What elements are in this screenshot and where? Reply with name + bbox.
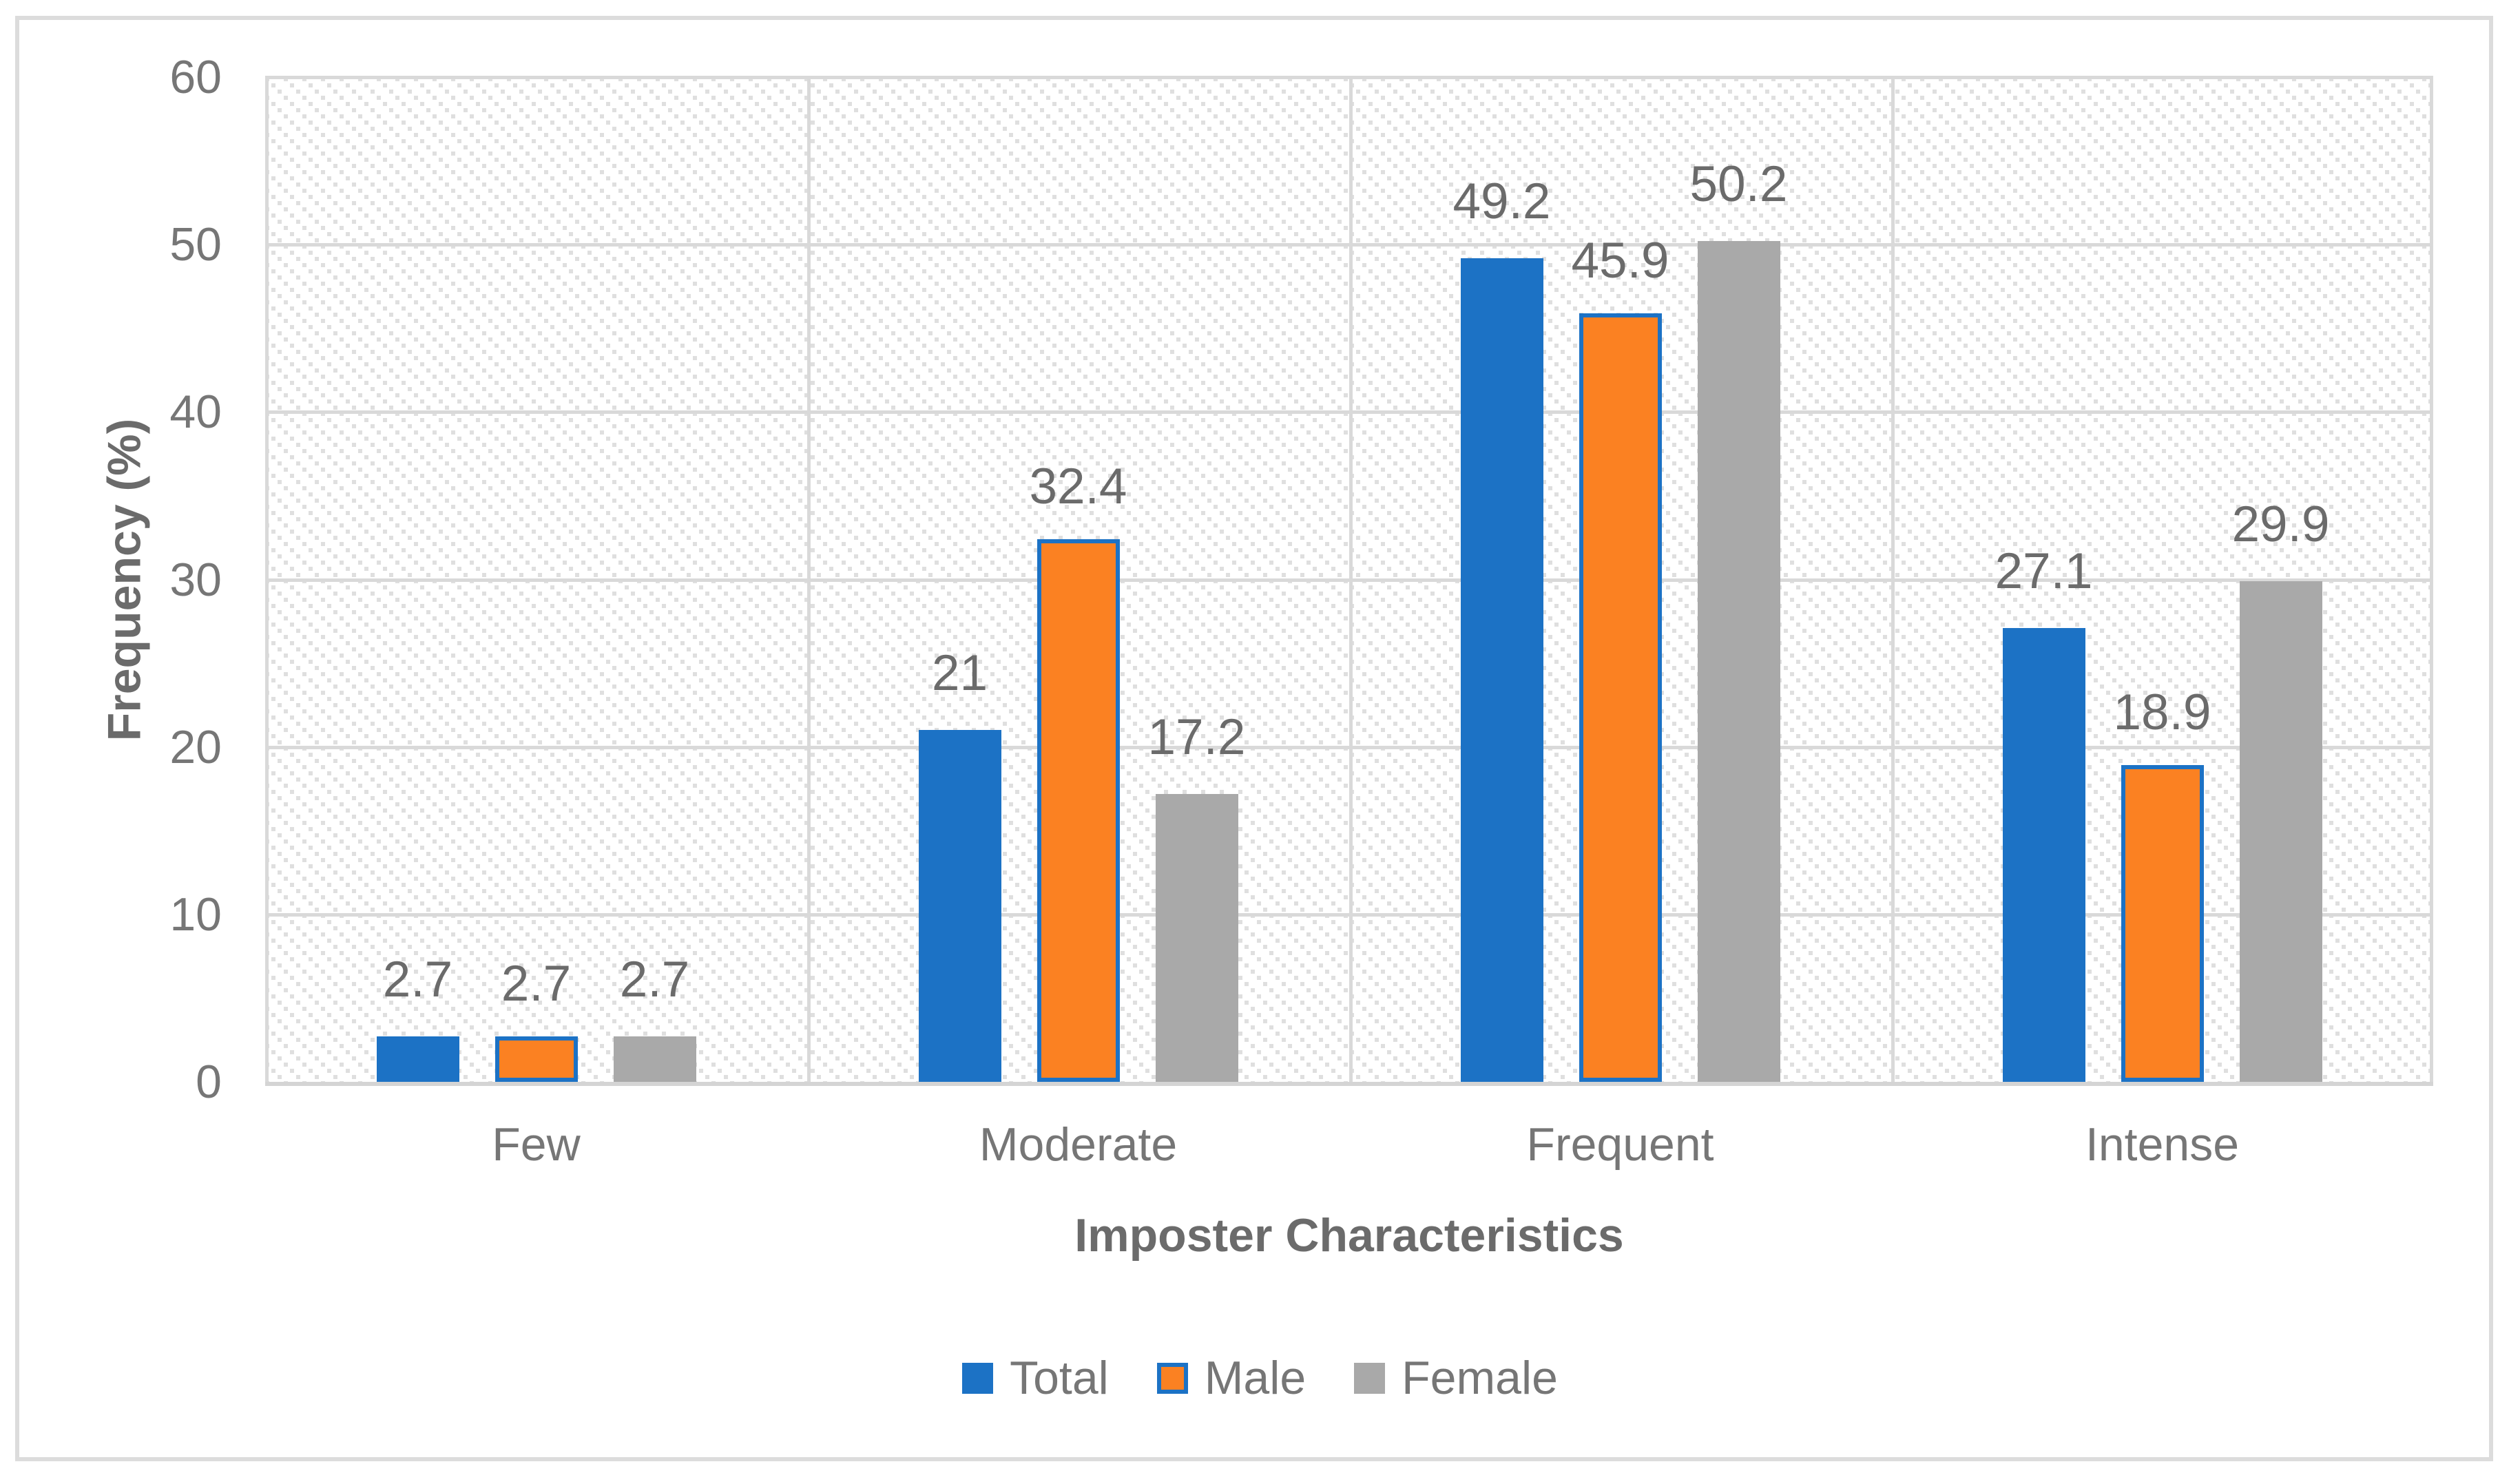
data-label: 17.2: [1147, 709, 1246, 765]
data-label: 45.9: [1571, 232, 1669, 289]
bar-female-intense: 29.9: [2231, 499, 2330, 1082]
category-label-frequent: Frequent: [1526, 1118, 1714, 1171]
bar-male-few: 2.7: [494, 959, 578, 1082]
y-tick-label-20: 20: [169, 720, 222, 773]
plot-area: 2.7 2.7 2.7 21 32.4 17.2 49.2 45.9 50.2 27.1 18.9 2…: [265, 76, 2433, 1086]
y-tick-label-40: 40: [169, 386, 222, 439]
bar-group-moderate: 21 32.4 17.2: [807, 77, 1349, 1082]
bar-female-moderate: 17.2: [1147, 712, 1246, 1082]
data-label: 50.2: [1689, 156, 1788, 213]
legend-swatch-male: [1156, 1362, 1188, 1394]
category-label-moderate: Moderate: [979, 1118, 1178, 1171]
data-label: 49.2: [1452, 173, 1551, 229]
bar-female-frequent: 50.2: [1689, 159, 1788, 1082]
bar-male-moderate: 32.4: [1029, 461, 1127, 1082]
gridline-vertical-4: [2430, 77, 2433, 1082]
data-label: 21: [931, 645, 988, 702]
y-tick-label-30: 30: [169, 553, 222, 606]
category-label-intense: Intense: [2085, 1118, 2240, 1171]
data-label: 18.9: [2113, 684, 2211, 741]
y-tick-label-0: 0: [196, 1056, 222, 1108]
bar-female-few: 2.7: [613, 954, 696, 1082]
data-label: 27.1: [1995, 543, 2093, 600]
data-label: 2.7: [382, 952, 453, 1008]
legend-item-total: Total: [962, 1355, 1109, 1401]
category-label-few: Few: [492, 1118, 581, 1171]
legend-swatch-total: [962, 1362, 994, 1394]
y-tick-label-50: 50: [169, 218, 222, 271]
y-tick-label-10: 10: [169, 888, 222, 941]
legend-label-female: Female: [1402, 1352, 1558, 1404]
legend-item-female: Female: [1354, 1355, 1558, 1401]
data-label: 29.9: [2231, 496, 2330, 552]
bar-total-moderate: 21: [918, 648, 1001, 1082]
data-label: 2.7: [619, 952, 690, 1008]
gridline-vertical-1: [807, 77, 811, 1082]
data-label: 32.4: [1029, 459, 1127, 515]
x-axis-title: Imposter Characteristics: [1074, 1209, 1624, 1262]
category-labels: Few Moderate Frequent Intense: [265, 1121, 2433, 1168]
gridline-vertical-0: [265, 77, 269, 1082]
y-tick-label-60: 60: [169, 51, 222, 103]
bar-male-intense: 18.9: [2113, 687, 2211, 1082]
legend-item-male: Male: [1156, 1352, 1306, 1404]
bar-total-intense: 27.1: [1995, 546, 2093, 1082]
legend-swatch-female: [1354, 1362, 1386, 1394]
bar-total-few: 2.7: [376, 954, 459, 1082]
legend: Total Male Female: [0, 1348, 2520, 1408]
legend-label-total: Total: [1010, 1352, 1109, 1404]
data-label: 2.7: [501, 956, 572, 1012]
y-tick-labels: 0 10 20 30 40 50 60: [0, 54, 222, 1105]
gridline-vertical-2: [1349, 77, 1353, 1082]
bar-group-intense: 27.1 18.9 29.9: [1891, 77, 2433, 1082]
gridline-vertical-3: [1891, 77, 1895, 1082]
bar-groups: 2.7 2.7 2.7 21 32.4 17.2 49.2 45.9 50.2 27.1 18.9 2…: [265, 77, 2433, 1082]
bar-total-frequent: 49.2: [1452, 176, 1551, 1082]
bar-group-frequent: 49.2 45.9 50.2: [1349, 77, 1891, 1082]
bar-male-frequent: 45.9: [1571, 236, 1669, 1082]
legend-label-male: Male: [1204, 1352, 1306, 1404]
gridline-0: [265, 1082, 2433, 1086]
bar-group-few: 2.7 2.7 2.7: [265, 77, 807, 1082]
